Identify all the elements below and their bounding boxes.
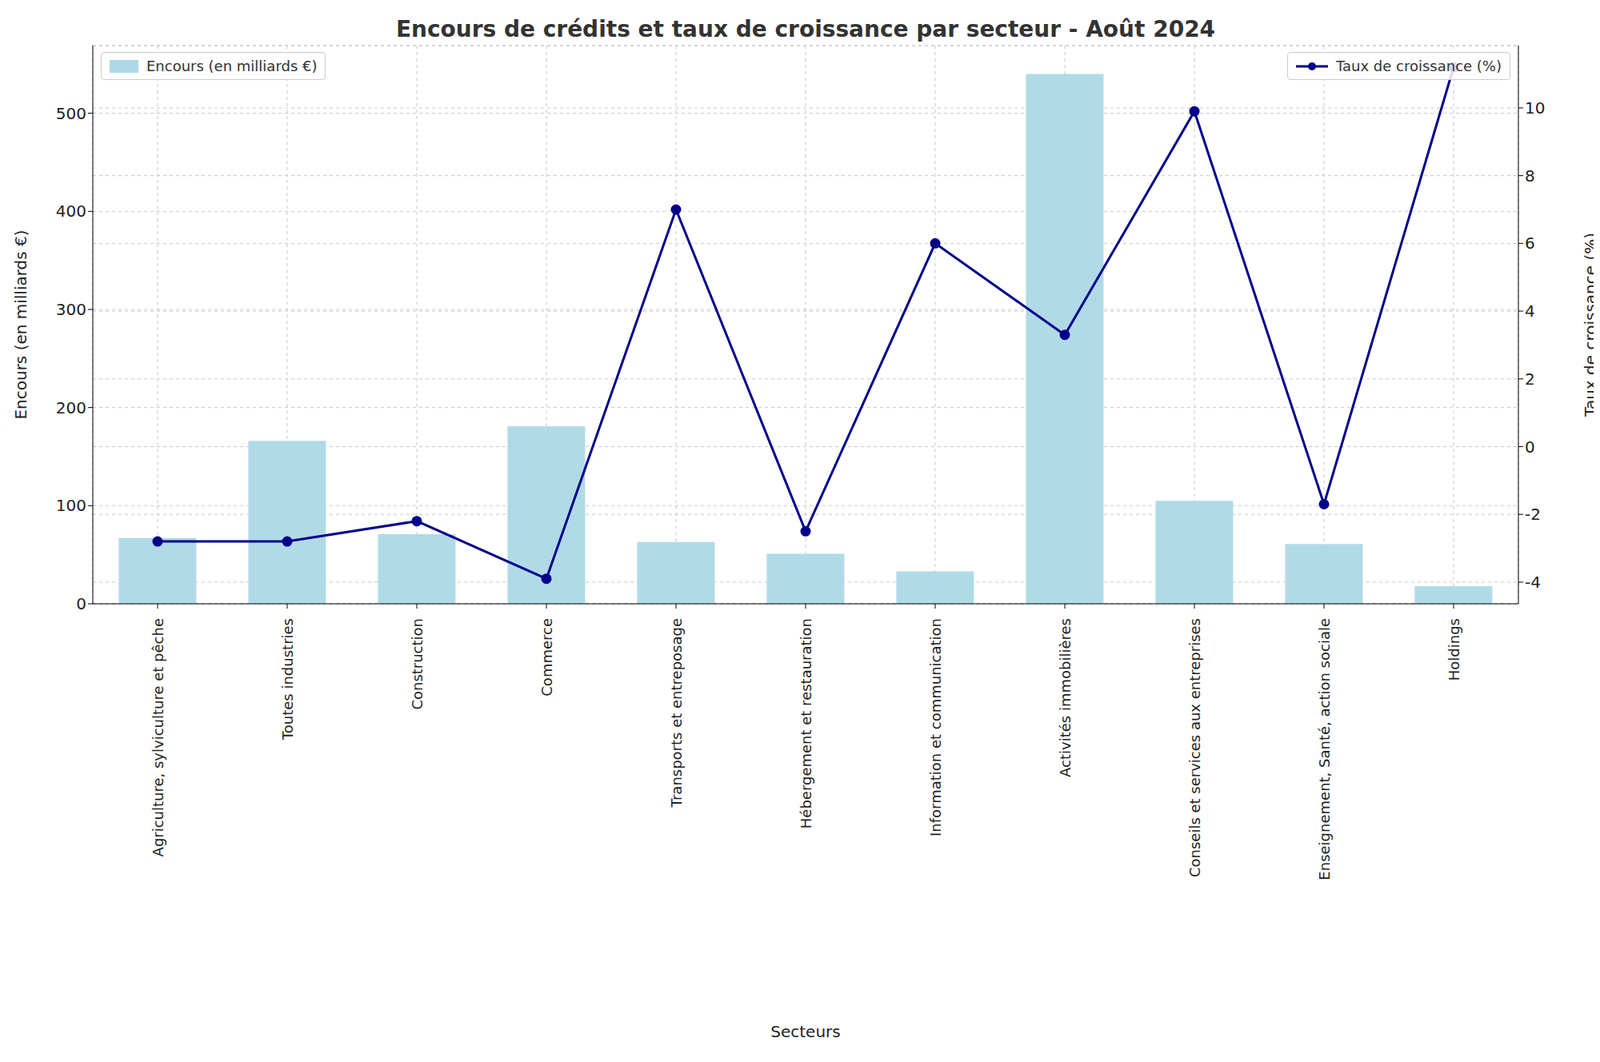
svg-text:Conseils et services aux entre: Conseils et services aux entreprises [1186,618,1204,878]
svg-text:-2: -2 [1524,504,1541,524]
html-text:Encours de crédits et taux de: Encours de crédits et taux de croissance… [395,16,1216,43]
svg-text:Holdings: Holdings [1445,618,1463,681]
svg-text:10: 10 [1524,98,1545,118]
svg-text:Secteurs: Secteurs [770,1022,840,1042]
svg-text:Encours (en milliards €): Encours (en milliards €) [11,229,31,420]
svg-text:Toutes industries: Toutes industries [279,618,296,741]
svg-text:Activités immobilières: Activités immobilières [1056,618,1074,778]
svg-text:500: 500 [56,104,87,124]
svg-text:Agriculture, sylviculture et p: Agriculture, sylviculture et pêche [149,618,167,857]
svg-text:0: 0 [76,594,87,614]
svg-text:Information et communication: Information et communication [927,618,944,837]
svg-text:8: 8 [1524,166,1536,186]
svg-text:400: 400 [56,201,87,221]
svg-text:100: 100 [56,496,87,516]
html-text:Taux de croissance (%): Taux de croissance (%) [1336,57,1502,75]
svg-text:200: 200 [56,398,87,418]
svg-text:300: 300 [56,300,87,320]
svg-text:2: 2 [1524,369,1536,389]
svg-text:Commerce: Commerce [538,618,556,697]
svg-text:4: 4 [1524,301,1536,321]
svg-text:Hébergement et restauration: Hébergement et restauration [797,618,815,829]
html-text:Encours (en milliards €): Encours (en milliards €) [146,57,318,75]
svg-text:6: 6 [1524,233,1536,253]
svg-text:Construction: Construction [408,618,426,711]
svg-text:Transports et entreposage: Transports et entreposage [668,618,685,808]
svg-text:Enseignement, Santé, action so: Enseignement, Santé, action sociale [1316,618,1333,881]
svg-text:-4: -4 [1524,572,1541,592]
svg-text:Taux de croissance (%): Taux de croissance (%) [1580,232,1594,418]
svg-text:0: 0 [1524,437,1536,457]
